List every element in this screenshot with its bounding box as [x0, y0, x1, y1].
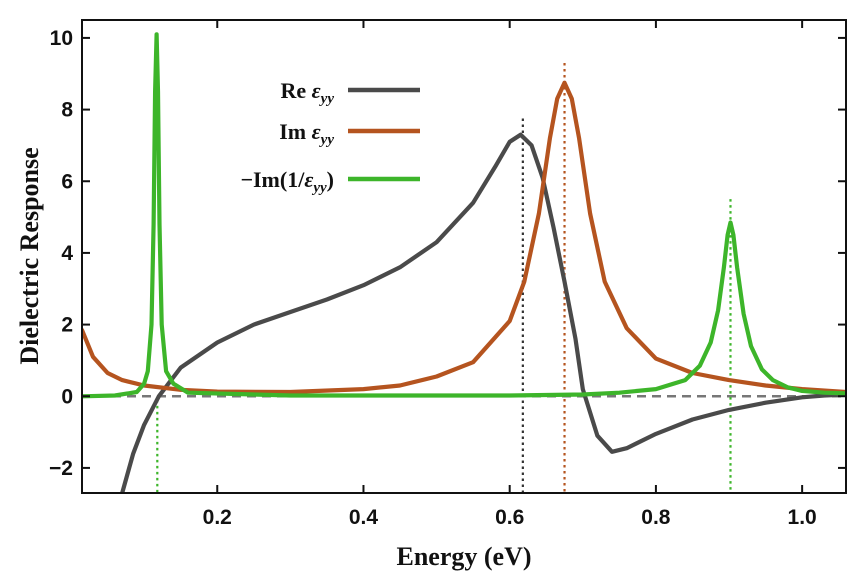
- y-tick-label-1: −2: [49, 457, 73, 480]
- x-tick-label-3: 0.6: [495, 506, 524, 529]
- legend-label-2: Im εyy: [279, 119, 334, 148]
- legend-label-1: Re εyy: [280, 78, 334, 107]
- y-tick-label-2: 0: [61, 385, 73, 408]
- y-tick-label-6: 8: [61, 99, 73, 122]
- y-tick-label-5: 6: [61, 170, 73, 193]
- legend-label-3: −Im(1/εyy): [240, 167, 334, 196]
- y-tick-label-3: 2: [61, 314, 73, 337]
- plot-frame: [81, 19, 847, 494]
- y-axis-title: Dielectric Response: [15, 147, 44, 364]
- series-line-3: [82, 32, 846, 399]
- x-tick-label-2: 0.4: [349, 506, 379, 529]
- legend: Re εyy Im εyy −Im(1/εyy): [240, 78, 420, 196]
- series-line-1: [120, 132, 846, 493]
- x-tick-label-4: 0.8: [641, 506, 671, 529]
- y-tick-label-4: 4: [61, 242, 73, 265]
- x-tick-label-5: 1.0: [788, 506, 817, 529]
- series-line-2: [82, 80, 846, 395]
- x-tick-label-1: 0.2: [203, 506, 232, 529]
- y-tick-label-7: 10: [50, 27, 73, 50]
- x-axis-title: Energy (eV): [396, 542, 531, 571]
